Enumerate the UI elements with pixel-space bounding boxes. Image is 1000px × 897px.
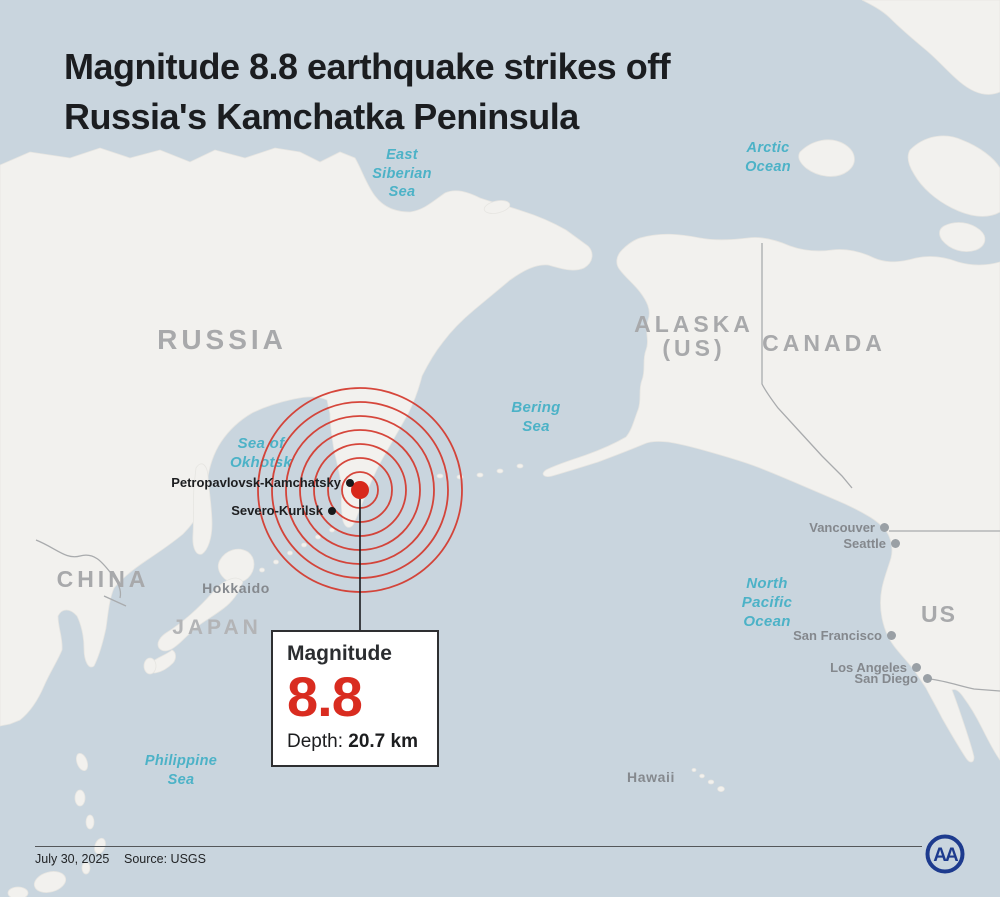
land-kuril <box>273 559 279 565</box>
border-alaska-canada <box>761 243 853 489</box>
land-north-america <box>542 233 1000 763</box>
label-china: CHINA <box>56 566 150 592</box>
city-los-angeles: Los Angeles <box>830 660 921 675</box>
city-san-diego: San Diego <box>854 671 932 686</box>
land-taiwan <box>75 752 89 772</box>
city-label: Petropavlovsk-Kamchatsky <box>171 475 341 490</box>
label-canada: CANADA <box>762 330 886 356</box>
land-philippines <box>81 861 91 875</box>
label-hawaii: Hawaii <box>627 769 675 785</box>
page-title-line1: Magnitude 8.8 earthquake strikes off <box>64 46 671 87</box>
land-philippines <box>85 814 95 830</box>
logo-ring <box>925 834 965 874</box>
land-arctic-island <box>798 139 855 177</box>
city-petropavlovsk: Petropavlovsk-Kamchatsky <box>171 475 354 490</box>
magnitude-callout-box: Magnitude 8.8 Depth: 20.7 km <box>271 630 439 768</box>
label-sea-of-okhotsk: Sea of Okhotsk <box>229 435 293 472</box>
land-sakhalin <box>192 463 213 555</box>
city-marker-dot <box>891 539 900 548</box>
city-label: Los Angeles <box>830 660 907 675</box>
city-severo-kurilsk: Severo-Kurilsk <box>231 503 336 518</box>
land-island <box>33 871 67 893</box>
city-seattle: Seattle <box>843 536 900 551</box>
border-koreas <box>103 595 127 607</box>
border-lines <box>35 243 1000 692</box>
footer-divider <box>35 846 922 847</box>
land-arctic-island <box>907 135 1000 217</box>
depth-value: 20.7 km <box>348 731 418 753</box>
land-hokkaido <box>217 548 255 584</box>
land-hawaii <box>707 779 715 785</box>
land-kuril <box>301 542 307 548</box>
label-us: US <box>921 601 957 627</box>
land-aleutian <box>456 474 464 480</box>
label-japan: JAPAN <box>172 616 262 639</box>
city-marker-dot <box>880 523 889 532</box>
land-aleutian <box>436 473 444 479</box>
city-marker-dot <box>887 631 896 640</box>
city-label: Severo-Kurilsk <box>231 503 323 518</box>
page-title-line2: Russia's Kamchatka Peninsula <box>64 96 579 137</box>
land-kuril <box>287 550 293 556</box>
source-label: Source: USGS <box>124 852 206 866</box>
city-label: Seattle <box>843 536 886 551</box>
label-east-siberian-sea: East Siberian Sea <box>372 147 432 201</box>
city-marker-dot <box>328 506 336 515</box>
label-alaska-us: ALASKA (US) <box>634 311 754 362</box>
date-label: July 30, 2025 <box>35 852 110 866</box>
land-arctic-island <box>939 222 986 252</box>
city-label: Vancouver <box>809 520 875 535</box>
land-aleutian <box>476 472 484 478</box>
label-north-pacific-ocean: North Pacific Ocean <box>741 575 793 631</box>
city-vancouver: Vancouver <box>809 520 889 535</box>
magnitude-label: Magnitude <box>287 642 392 665</box>
border-us-mexico <box>929 678 1000 692</box>
land-island <box>143 657 157 675</box>
land-arctic-island <box>861 0 1000 95</box>
page-title: Magnitude 8.8 earthquake strikes off Rus… <box>64 42 671 142</box>
land-hawaii <box>691 768 697 773</box>
city-label: San Diego <box>854 671 918 686</box>
city-label: San Francisco <box>793 628 882 643</box>
aa-agency-logo: AA <box>925 834 965 874</box>
city-marker-dot <box>346 478 354 487</box>
land-philippines <box>74 789 86 807</box>
label-russia: RUSSIA <box>157 324 287 355</box>
land-honshu <box>157 577 244 652</box>
city-san-francisco: San Francisco <box>793 628 896 643</box>
land-aleutian <box>496 468 504 474</box>
land-wrangel <box>483 200 511 214</box>
city-marker-dot <box>923 674 932 683</box>
land-aleutian <box>516 463 524 469</box>
logo-text: AA <box>933 845 959 866</box>
land-hawaii <box>717 786 725 793</box>
depth-label: Depth: <box>287 731 343 753</box>
depth-row: Depth: 20.7 km <box>287 731 423 753</box>
magnitude-value: 8.8 <box>287 665 363 728</box>
land-kuril <box>329 527 335 533</box>
label-bering-sea: Bering Sea <box>511 399 561 436</box>
land-kuril <box>315 534 321 540</box>
city-marker-dot <box>912 663 921 672</box>
land-kuril <box>259 567 265 573</box>
label-hokkaido: Hokkaido <box>202 580 270 596</box>
land-island <box>7 886 29 897</box>
land-hawaii <box>699 773 705 779</box>
border-russia-china <box>35 539 122 599</box>
label-philippine-sea: Philippine Sea <box>144 753 218 788</box>
label-arctic-ocean: Arctic Ocean <box>745 140 791 175</box>
